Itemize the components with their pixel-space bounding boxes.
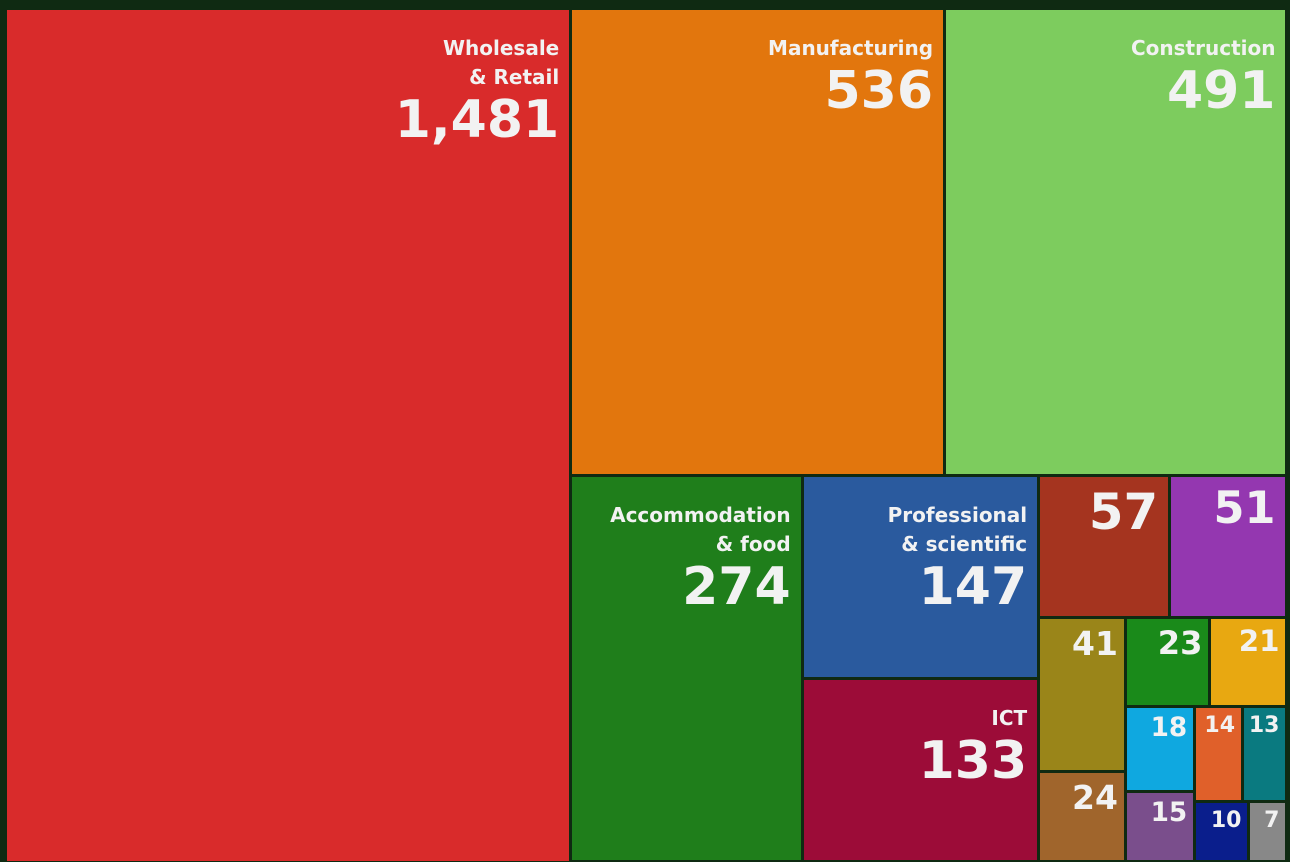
cell-value: 491: [1166, 60, 1276, 121]
cell-label: Construction: [1131, 35, 1276, 60]
treemap-cell: 23: [1126, 619, 1209, 705]
treemap-cell: 18: [1126, 708, 1194, 790]
cell-value: 15: [1150, 797, 1188, 828]
cell-value: 133: [918, 731, 1028, 792]
treemap-cell: Accommodation & food 274: [572, 477, 801, 861]
cell-label: Manufacturing: [768, 35, 934, 60]
treemap-cell: 57: [1040, 477, 1169, 617]
treemap-cell: 10: [1196, 803, 1248, 861]
treemap-cell: 7: [1250, 803, 1286, 861]
cell-value: 10: [1210, 808, 1242, 834]
treemap-cell: 15: [1126, 792, 1194, 861]
cell-label: Wholesale & Retail: [442, 35, 560, 89]
cell-value: 14: [1204, 713, 1236, 738]
treemap-cell: 51: [1171, 477, 1286, 617]
cell-value: 21: [1238, 624, 1280, 659]
cell-value: 274: [682, 557, 791, 618]
treemap-cell: Professional & scientific 147: [803, 477, 1038, 678]
treemap-cell: 41: [1040, 619, 1124, 771]
cell-value: 23: [1157, 624, 1203, 663]
treemap-cell: ICT 133: [803, 680, 1038, 861]
treemap-cell: Wholesale & Retail 1,481: [6, 9, 570, 861]
treemap-cell: Construction 491: [946, 9, 1286, 475]
treemap-cell: 14: [1196, 708, 1242, 801]
treemap-cell: 21: [1211, 619, 1286, 705]
treemap-cell: Manufacturing 536: [572, 9, 944, 475]
cell-value: 57: [1088, 483, 1159, 542]
cell-value: 18: [1150, 713, 1188, 743]
cell-value: 536: [824, 60, 934, 121]
cell-value: 41: [1072, 624, 1118, 664]
cell-value: 1,481: [394, 89, 560, 150]
treemap-cell: 24: [1040, 773, 1124, 861]
cell-value: 24: [1072, 778, 1118, 818]
cell-value: 7: [1264, 808, 1280, 834]
treemap-cell: 13: [1244, 708, 1286, 801]
cell-value: 51: [1213, 482, 1276, 535]
cell-label: ICT: [991, 706, 1028, 731]
cell-label: Professional & scientific: [887, 503, 1028, 557]
cell-value: 147: [918, 557, 1028, 618]
cell-label: Accommodation & food: [610, 503, 791, 557]
cell-value: 13: [1248, 713, 1280, 738]
